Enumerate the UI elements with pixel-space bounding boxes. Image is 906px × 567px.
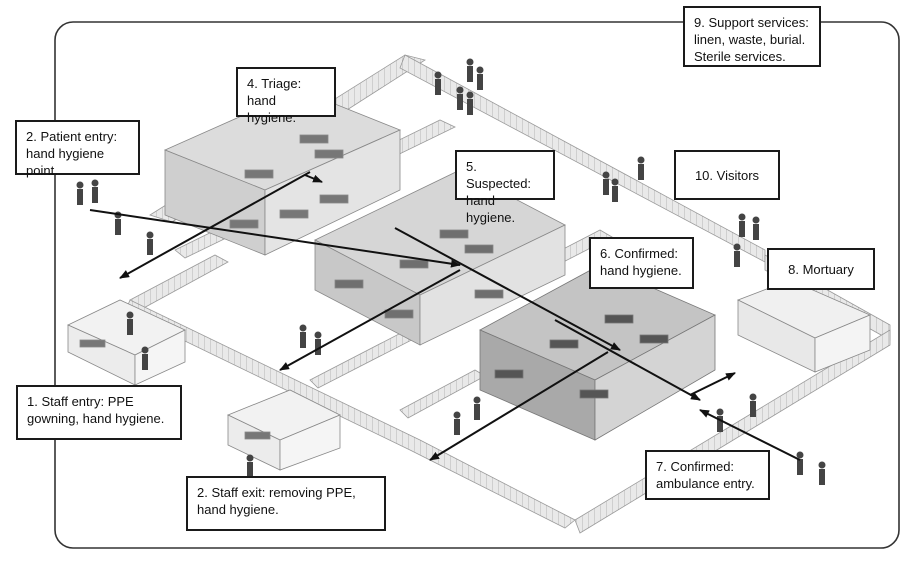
people-figures [76, 58, 826, 485]
triage-tent [163, 89, 402, 256]
suspected-tent [314, 169, 566, 346]
staff-entry-hut [67, 299, 186, 386]
label-staff-exit: 2. Staff exit: removing PPE, hand hygien… [186, 476, 386, 531]
confirmed-tent [479, 264, 716, 441]
label-confirmed: 6. Confirmed: hand hygiene. [589, 237, 694, 289]
label-ambulance-entry: 7. Confirmed: ambulance entry. [645, 450, 770, 500]
mortuary-tent [737, 279, 872, 373]
label-triage: 4. Triage: hand hygiene. [236, 67, 336, 125]
label-suspected: 5. Suspected: hand hygiene. [455, 150, 555, 225]
label-staff-entry: 1. Staff entry: PPE gowning, hand hygien… [16, 385, 182, 440]
label-patient-entry: 2. Patient entry: hand hygiene point. [15, 120, 140, 178]
label-visitors: 10. Visitors [674, 150, 780, 200]
flow-arrows [89, 171, 801, 461]
site-boundary [54, 21, 900, 549]
staff-exit-hut [227, 389, 341, 471]
label-mortuary: 8. Mortuary [767, 248, 875, 290]
label-support-services: 9. Support services: linen, waste, buria… [683, 6, 821, 67]
